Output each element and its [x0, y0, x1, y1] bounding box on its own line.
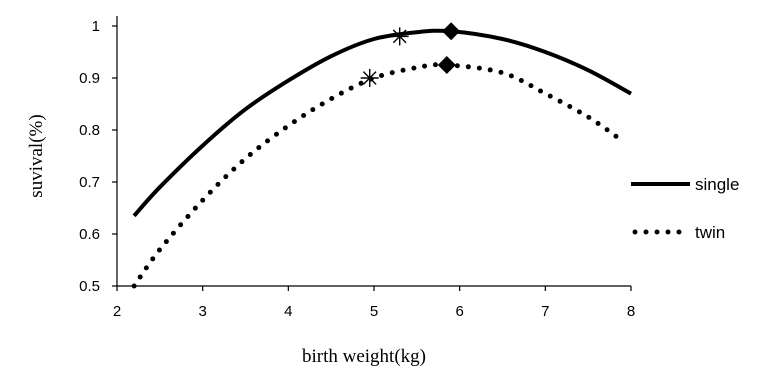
y-tick-label: 1	[92, 18, 100, 35]
marker-asterisk-single	[390, 27, 409, 46]
y-tick-label: 0.7	[79, 174, 100, 191]
x-tick-label: 4	[284, 303, 292, 320]
x-tick-label: 7	[541, 303, 549, 320]
y-tick-label: 0.5	[79, 278, 100, 295]
marker-asterisk-twin	[360, 69, 379, 87]
marker-diamond-twin	[437, 56, 456, 74]
y-tick-label: 0.8	[79, 122, 100, 139]
y-tick-label: 0.6	[79, 226, 100, 243]
marker-diamond-single	[442, 22, 461, 41]
y-axis: 0.5 0.6 0.7 0.8 0.9 1	[79, 16, 118, 295]
x-tick-label: 2	[113, 303, 121, 320]
series-line-twin	[131, 62, 621, 289]
x-tick-label: 5	[370, 303, 378, 320]
legend-label-twin: twin	[695, 223, 725, 242]
series-lines	[131, 28, 632, 289]
x-tick-label: 3	[198, 303, 206, 320]
series-markers	[360, 22, 461, 87]
legend: single twin	[631, 175, 739, 242]
x-tick-label: 6	[455, 303, 463, 320]
y-axis-label: suvival(%)	[26, 114, 47, 197]
x-axis: 2 3 4 5 6 7 8	[113, 285, 635, 320]
y-tick-label: 0.9	[79, 70, 100, 87]
series-line-single	[132, 28, 632, 218]
x-axis-label: birth weight(kg)	[302, 346, 426, 367]
legend-label-single: single	[695, 175, 739, 194]
x-tick-label: 8	[627, 303, 635, 320]
